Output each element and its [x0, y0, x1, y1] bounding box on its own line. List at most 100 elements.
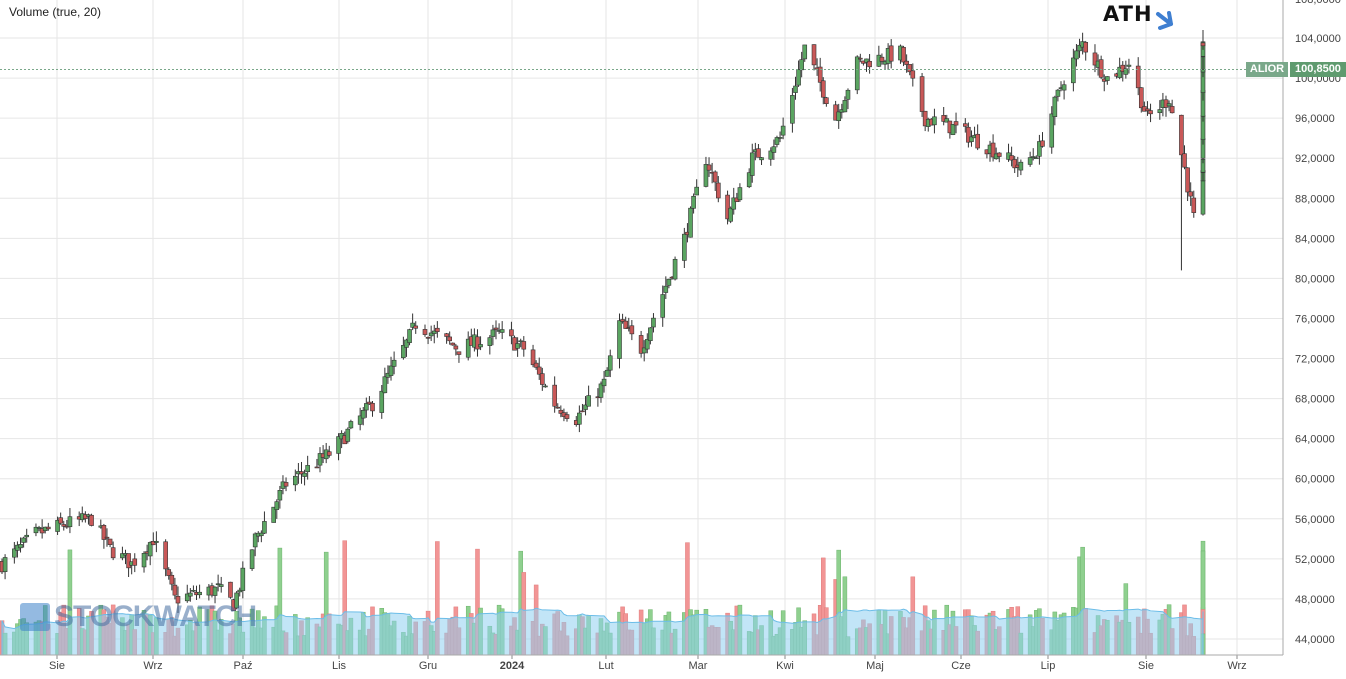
candle-body — [336, 436, 341, 454]
candle-body — [1123, 68, 1129, 75]
candle-body — [12, 548, 17, 558]
candle-body — [218, 584, 224, 587]
candle-body — [1009, 155, 1014, 161]
candle-body — [1077, 44, 1082, 52]
candle-body — [1138, 87, 1144, 109]
candle-body — [836, 111, 842, 122]
candle-body — [450, 342, 456, 346]
candle-body — [154, 540, 159, 543]
candle-body — [120, 553, 125, 559]
candle-body — [629, 325, 635, 335]
candle-body — [345, 428, 351, 442]
y-tick-label: 108,0000 — [1295, 0, 1341, 6]
candle-body — [1092, 52, 1098, 66]
candle-body — [580, 410, 585, 413]
candle-body — [172, 584, 178, 596]
candle-body — [1040, 140, 1045, 147]
candle-body — [682, 233, 687, 261]
candle-body — [271, 506, 277, 523]
y-tick-label: 64,0000 — [1295, 434, 1335, 446]
candle-body — [756, 148, 761, 158]
candle-body — [864, 58, 869, 63]
x-tick-label: Wrz — [1227, 660, 1246, 672]
candle-body — [1135, 65, 1141, 89]
candle-body — [879, 56, 885, 62]
candle-body — [990, 142, 996, 158]
candle-body — [283, 482, 289, 487]
candle-body — [543, 385, 548, 388]
candle-body — [478, 344, 483, 348]
candle-body — [499, 329, 505, 333]
candle-body — [1169, 106, 1175, 114]
candle-body — [407, 329, 412, 343]
candle-body — [188, 592, 193, 597]
candle-body — [277, 490, 283, 501]
stockwatch-logo-icon — [20, 603, 50, 631]
candle-body — [777, 137, 783, 139]
candle-body — [666, 278, 672, 286]
x-tick-label: Cze — [951, 660, 971, 672]
x-tick-label: Maj — [866, 660, 884, 672]
candle-body — [617, 320, 622, 359]
last-price-symbol-badge: ALIOR — [1246, 62, 1288, 77]
candle-body — [18, 544, 23, 549]
candle-body — [694, 186, 699, 196]
candle-body — [89, 514, 94, 526]
candle-body — [759, 157, 764, 161]
arrow-icon — [1156, 11, 1173, 30]
indicator-label: Volume (true, 20) — [9, 5, 102, 19]
candle-body — [1191, 197, 1197, 213]
candle-body — [1055, 89, 1061, 97]
candle-body — [1166, 103, 1172, 107]
candle-body — [950, 124, 956, 135]
candle-body — [132, 558, 138, 566]
x-tick-label: 2024 — [500, 660, 525, 672]
candle-body — [126, 553, 131, 569]
candle-body — [391, 359, 397, 367]
y-tick-label: 52,0000 — [1295, 554, 1335, 566]
candle-body — [24, 534, 30, 538]
candle-body — [101, 525, 107, 540]
candle-body — [370, 402, 375, 412]
candle-body — [536, 366, 542, 375]
candle-body — [540, 373, 545, 385]
candle-body — [184, 593, 190, 602]
candle-body — [706, 164, 712, 171]
candle-body — [228, 581, 233, 598]
candle-body — [817, 66, 823, 83]
candle-body — [509, 329, 514, 337]
candle-body — [33, 526, 39, 534]
candle-body — [1200, 42, 1206, 47]
candle-body — [465, 338, 471, 358]
candle-body — [919, 76, 925, 112]
candle-body — [1120, 64, 1126, 72]
candle-body — [771, 146, 777, 153]
candle-body — [558, 409, 564, 414]
candle-body — [252, 533, 258, 548]
candle-body — [428, 332, 434, 337]
candle-body — [314, 466, 320, 469]
candle-body — [552, 384, 557, 407]
candle-body — [1074, 50, 1079, 60]
candle-body — [811, 44, 817, 66]
candle-body — [197, 591, 202, 596]
y-tick-label: 44,0000 — [1295, 634, 1335, 646]
candle-body — [1117, 66, 1122, 78]
candle-body — [824, 97, 829, 104]
y-tick-label: 88,0000 — [1295, 193, 1335, 205]
candle-body — [780, 125, 786, 136]
candle-body — [453, 345, 459, 350]
candle-body — [1030, 156, 1036, 158]
candle-body — [1148, 110, 1153, 115]
candle-body — [425, 337, 431, 339]
candle-body — [663, 285, 669, 293]
candle-body — [1200, 180, 1206, 215]
candle-body — [1188, 191, 1193, 197]
candle-body — [962, 123, 968, 127]
candle-body — [413, 325, 419, 329]
candle-body — [169, 574, 175, 585]
candle-body — [651, 317, 656, 328]
candle-body — [493, 327, 499, 330]
